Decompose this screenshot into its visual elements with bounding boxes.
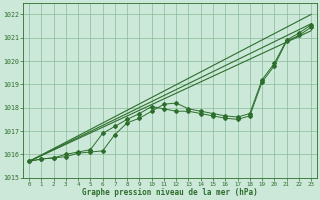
X-axis label: Graphe pression niveau de la mer (hPa): Graphe pression niveau de la mer (hPa) xyxy=(82,188,258,197)
